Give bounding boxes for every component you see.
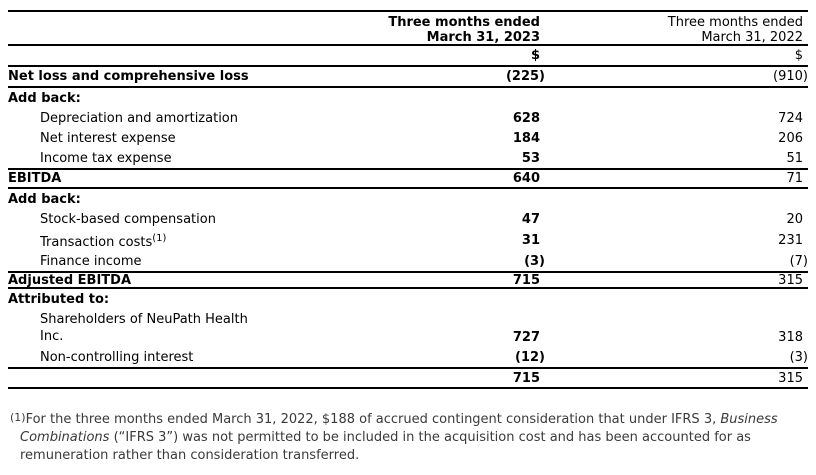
currency-symbol-2023: $ [530,48,540,63]
table-row: Add back: [8,189,808,209]
value-2023: 184 [512,130,540,146]
value-2023: 31 [521,233,540,248]
value-2023: (225) [505,69,545,84]
row-label: Net interest expense [40,130,176,146]
value-2022: 231 [778,233,803,248]
value-2023: 727 [512,330,540,345]
value-2023: 628 [512,110,540,126]
value-2022: 51 [786,150,803,166]
row-label: Net loss and comprehensive loss [8,69,249,84]
value-2022: 315 [778,370,803,386]
footnote-text-part1: For the three months ended March 31, 202… [25,412,721,427]
row-label: Add back: [8,90,81,106]
currency-symbol-2022: $ [794,48,803,63]
value-2022: 206 [778,130,803,146]
value-2022: (910) [773,69,808,84]
table-row: Depreciation and amortization 628 724 [8,108,808,128]
value-2022: 71 [786,171,803,186]
col-header-2022-line2: March 31, 2022 [701,30,803,45]
row-label: Transaction costs(1) [40,233,167,250]
footnote: (1)For the three months ended March 31, … [10,409,808,465]
table-row: Net interest expense 184 206 [8,128,808,148]
table-row: Adjusted EBITDA 715 315 [8,271,808,289]
value-2023: 715 [512,272,540,288]
value-2022: (7) [789,253,808,269]
table-row: Finance income (3) (7) [8,251,808,271]
table-row: Transaction costs(1) 31 231 [8,230,808,251]
table-row: Non-controlling interest (12) (3) [8,347,808,367]
col-header-2023: Three months ended March 31, 2023 [338,15,545,45]
footnote-reference-superscript: (1) [152,233,167,244]
value-2023: (3) [524,253,545,269]
table-row: Net loss and comprehensive loss (225) (910… [8,67,808,88]
col-header-2022: Three months ended March 31, 2022 [545,15,808,45]
footnote-marker: (1) [10,411,26,424]
row-label: Adjusted EBITDA [8,272,132,288]
value-2023: 53 [521,150,540,166]
value-2022: 724 [778,110,803,126]
table-row: Attributed to: [8,289,808,309]
row-label: Add back: [8,191,81,207]
value-2022: 20 [786,212,803,227]
value-2022: 318 [778,330,803,345]
row-label: Income tax expense [40,150,172,166]
ebitda-reconciliation-table: Three months ended March 31, 2023 Three … [8,10,808,389]
value-2023: (12) [515,349,545,365]
table-row: 715 315 [8,367,808,389]
table-row: Stock-based compensation 47 20 [8,209,808,230]
row-label: Attributed to: [8,291,110,307]
row-label: Finance income [40,253,142,269]
row-label: Stock-based compensation [40,212,216,227]
col-header-2022-line1: Three months ended [667,15,803,30]
row-label: Shareholders of NeuPath Health Inc. [40,312,248,344]
table-body: Net loss and comprehensive loss (225) (910… [8,67,808,389]
currency-row: $ $ [8,46,808,67]
table-row: Income tax expense 53 51 [8,148,808,168]
row-label: Non-controlling interest [40,349,194,365]
table-row: Add back: [8,88,808,108]
value-2022: (3) [789,349,808,365]
table-row: Shareholders of NeuPath Health Inc. 727 31… [8,309,808,347]
value-2023: 47 [521,212,540,227]
footnote-text-part2: (“IFRS 3”) was not permitted to be inclu… [20,430,751,463]
col-header-2023-line1: Three months ended [388,15,540,30]
row-label: EBITDA [8,171,62,186]
value-2023: 715 [512,370,540,386]
value-2022: 315 [778,272,803,288]
value-2023: 640 [512,171,540,186]
col-header-2023-line2: March 31, 2023 [426,30,540,45]
table-header-row: Three months ended March 31, 2023 Three … [8,12,808,46]
footnote-italic-title: Business Combinations [20,412,778,445]
row-label: Depreciation and amortization [40,110,238,126]
table-row: EBITDA 640 71 [8,168,808,189]
